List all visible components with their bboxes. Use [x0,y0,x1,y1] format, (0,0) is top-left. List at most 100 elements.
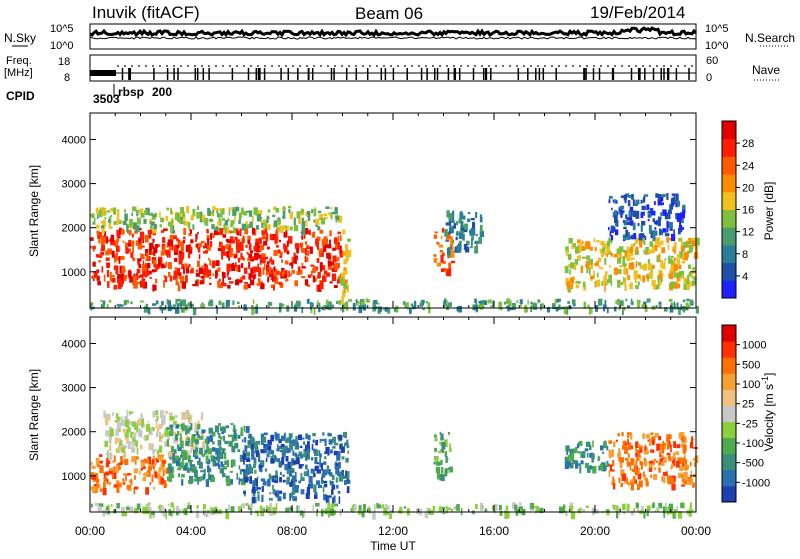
data-cell [448,302,452,307]
data-cell [293,484,296,492]
data-cell [428,307,431,314]
data-cell [106,262,110,268]
data-cell [265,271,269,276]
data-cell [338,434,343,440]
data-cell [294,485,299,493]
data-cell [140,461,145,467]
data-cell [455,221,459,226]
data-cell [319,214,324,219]
data-cell [309,483,313,489]
data-cell [640,211,644,219]
data-cell [160,230,165,233]
data-cell [695,237,700,246]
data-cell [251,443,254,450]
data-cell [323,461,327,465]
data-cell [615,439,618,442]
data-cell [260,283,265,290]
data-cell [654,458,656,461]
data-cell [244,481,246,484]
data-cell [466,240,470,246]
data-cell [662,209,667,216]
data-cell [116,257,119,261]
data-cell [530,503,534,509]
data-cell [270,262,274,265]
data-cell [384,307,388,312]
data-cell [618,477,621,483]
data-cell [518,509,522,512]
data-cell [626,275,629,281]
data-cell [629,282,633,290]
data-cell [620,482,624,487]
data-cell [327,433,332,437]
data-cell [99,488,103,492]
data-cell [620,457,625,463]
data-cell [178,257,183,265]
data-cell [104,413,109,419]
nave-dot [439,65,441,67]
data-cell [279,450,285,453]
data-cell [168,430,174,437]
data-cell [317,462,320,465]
data-cell [680,304,682,311]
velocity-colorbar-label: Velocity [m s-1] [760,373,776,452]
nave-dot [397,65,399,67]
data-cell [603,276,607,284]
data-cell [629,479,634,484]
data-cell [683,471,688,479]
data-cell [129,275,134,283]
data-cell [332,255,337,263]
data-cell [308,475,313,484]
data-cell [425,301,428,304]
data-cell [247,235,251,241]
data-cell [611,207,613,211]
data-cell [162,469,165,477]
nave-dot [446,65,448,67]
data-cell [516,300,519,303]
data-cell [200,470,205,473]
data-cell [181,221,186,225]
data-cell [606,463,610,467]
data-cell [132,435,136,438]
data-cell [307,215,311,221]
nave-dot [635,65,637,67]
data-cell [690,461,692,467]
data-cell [170,502,174,508]
data-cell [660,260,663,268]
data-cell [658,444,663,450]
data-cell [676,258,681,265]
data-cell [319,438,322,443]
data-cell [204,217,209,223]
data-cell [596,272,599,278]
data-cell [659,279,661,286]
data-cell [196,260,200,268]
data-cell [573,243,576,248]
data-cell [257,254,261,259]
data-cell [436,241,440,245]
data-cell [289,481,294,487]
data-cell [645,477,648,482]
data-cell [252,299,255,304]
data-cell [483,300,487,305]
data-cell [665,506,668,512]
data-cell [207,238,210,246]
data-cell [130,479,133,485]
data-cell [642,197,646,203]
data-cell [110,234,115,243]
data-cell [632,476,636,484]
colorbar-tick-label: 8 [742,249,748,261]
data-cell [589,466,593,470]
data-cell [626,253,631,262]
data-cell [320,248,323,253]
data-cell [127,473,131,476]
freq-left-label-2: [MHz] [4,67,33,79]
data-cell [300,477,305,482]
data-cell [151,511,155,515]
data-cell [92,245,96,250]
data-cell [273,220,278,227]
data-cell [131,251,134,259]
data-cell [137,260,141,264]
data-cell [162,246,166,254]
data-cell [285,278,289,282]
data-cell [606,241,611,247]
data-cell [619,205,625,210]
